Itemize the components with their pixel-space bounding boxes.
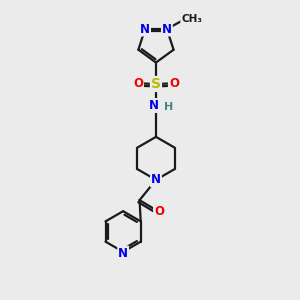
Text: N: N bbox=[118, 247, 128, 260]
Text: N: N bbox=[148, 99, 159, 112]
Text: O: O bbox=[169, 77, 179, 90]
Text: H: H bbox=[164, 102, 173, 112]
Text: O: O bbox=[133, 77, 143, 90]
Text: N: N bbox=[140, 22, 150, 35]
Text: CH₃: CH₃ bbox=[181, 14, 202, 24]
Text: O: O bbox=[154, 205, 164, 218]
Text: S: S bbox=[151, 77, 161, 91]
Text: N: N bbox=[162, 22, 172, 35]
Text: N: N bbox=[151, 173, 161, 186]
